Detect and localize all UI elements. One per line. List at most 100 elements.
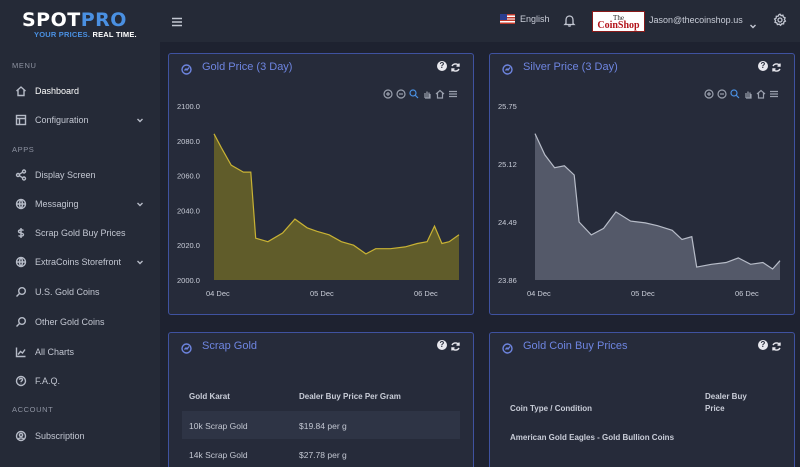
- chevron-down-icon: [135, 115, 145, 125]
- x-tick-label: 04 Dec: [527, 289, 551, 298]
- us-flag-icon: [500, 14, 515, 24]
- shop-logo-name: CoinShop: [597, 19, 640, 31]
- chevron-down-icon: [135, 257, 145, 267]
- coin-col-price: Dealer Buy Price: [705, 392, 747, 413]
- y-tick-label: 25.75: [498, 102, 517, 111]
- user-email[interactable]: Jason@thecoinshop.us: [649, 15, 743, 25]
- refresh-icon[interactable]: [450, 339, 461, 351]
- chart-icon: [15, 346, 27, 358]
- sidebar-item-us-gold-coins[interactable]: U.S. Gold Coins: [0, 280, 160, 304]
- spotpro-mark-icon: [502, 341, 513, 354]
- y-tick-label: 24.49: [498, 218, 517, 227]
- spotpro-mark-icon: [181, 341, 192, 354]
- help-icon: [15, 375, 27, 387]
- sidebar: SPOTPRO YOUR PRICES. REAL TIME. MENU Das…: [0, 0, 160, 467]
- sidebar-item-label: All Charts: [35, 347, 75, 357]
- help-icon[interactable]: ?: [758, 340, 768, 350]
- sidebar-item-label: ExtraCoins Storefront: [35, 257, 122, 267]
- y-tick-label: 2100.0: [177, 102, 200, 111]
- pan-hand-icon[interactable]: [422, 89, 432, 99]
- x-tick-label: 05 Dec: [631, 289, 655, 298]
- brand-name-part1: SPOT: [22, 9, 81, 31]
- sidebar-item-label: Scrap Gold Buy Prices: [35, 228, 126, 238]
- zoom-in-icon[interactable]: [704, 89, 714, 99]
- spotpro-logo[interactable]: SPOTPRO YOUR PRICES. REAL TIME.: [22, 10, 152, 39]
- brand-name-part2: PRO: [80, 9, 127, 31]
- bell-icon[interactable]: [563, 14, 576, 27]
- sidebar-item-all-charts[interactable]: All Charts: [0, 340, 160, 364]
- refresh-icon[interactable]: [771, 339, 782, 351]
- price-line: [213, 133, 460, 255]
- scrap-col-price: Dealer Buy Price Per Gram: [299, 392, 401, 401]
- share-icon: [15, 169, 27, 181]
- silver-price-card: Silver Price (3 Day) ? 23.86 24.49 25.12 25…: [489, 53, 795, 315]
- hamburger-menu-icon[interactable]: [171, 15, 183, 27]
- pan-hand-icon[interactable]: [743, 89, 753, 99]
- sidebar-item-messaging[interactable]: Messaging: [0, 192, 160, 216]
- chart-toolbar: [383, 89, 458, 99]
- chevron-down-icon: [135, 199, 145, 209]
- brand-tagline-part1: YOUR PRICES.: [34, 30, 91, 39]
- table-cell: 10k Scrap Gold: [189, 421, 248, 431]
- help-icon[interactable]: ?: [437, 61, 447, 71]
- sidebar-item-extracoins-storefront[interactable]: ExtraCoins Storefront: [0, 250, 160, 274]
- sidebar-item-label: F.A.Q.: [35, 376, 61, 386]
- sidebar-item-label: U.S. Gold Coins: [35, 287, 100, 297]
- menu-lines-icon[interactable]: [769, 89, 779, 99]
- sidebar-item-subscription[interactable]: Subscription: [0, 424, 160, 448]
- table-row: 10k Scrap Gold $19.84 per g: [182, 411, 460, 439]
- scrap-col-karat: Gold Karat: [189, 392, 230, 401]
- refresh-icon[interactable]: [771, 60, 782, 72]
- reset-home-icon[interactable]: [756, 89, 766, 99]
- coin-row-american-gold-eagles: American Gold Eagles - Gold Bullion Coin…: [510, 433, 675, 442]
- table-cell: 14k Scrap Gold: [189, 450, 248, 460]
- gold-card-title: Gold Price (3 Day): [202, 61, 293, 73]
- zoom-in-icon[interactable]: [383, 89, 393, 99]
- zoom-select-icon[interactable]: [730, 89, 740, 99]
- table-cell: $27.78 per g: [299, 450, 347, 460]
- help-icon[interactable]: ?: [758, 61, 768, 71]
- brand-tagline-part2: REAL TIME.: [92, 30, 137, 39]
- search-icon: [15, 316, 27, 328]
- reset-home-icon[interactable]: [435, 89, 445, 99]
- refresh-icon[interactable]: [450, 60, 461, 72]
- gear-icon[interactable]: [773, 13, 787, 27]
- y-tick-label: 25.12: [498, 160, 517, 169]
- coin-card-title: Gold Coin Buy Prices: [523, 340, 628, 352]
- y-tick-label: 2020.0: [177, 241, 200, 250]
- coin-col-type: Coin Type / Condition: [510, 404, 593, 413]
- menu-lines-icon[interactable]: [448, 89, 458, 99]
- sidebar-item-dashboard[interactable]: Dashboard: [0, 79, 160, 103]
- silver-price-chart[interactable]: 23.86 24.49 25.12 25.75 04 Dec 05 Dec 06 Dec: [490, 54, 796, 316]
- help-icon[interactable]: ?: [437, 340, 447, 350]
- y-tick-label: 2080.0: [177, 137, 200, 146]
- spotpro-mark-icon: [181, 62, 192, 75]
- chart-toolbar: [704, 89, 779, 99]
- sidebar-item-display-screen[interactable]: Display Screen: [0, 163, 160, 187]
- language-selector[interactable]: English: [500, 14, 550, 24]
- user-icon: [15, 430, 27, 442]
- dollar-icon: [15, 227, 27, 239]
- sidebar-item-configuration[interactable]: Configuration: [0, 108, 160, 132]
- sidebar-item-label: Configuration: [35, 115, 89, 125]
- zoom-out-icon[interactable]: [396, 89, 406, 99]
- price-line: [534, 133, 781, 270]
- y-tick-label: 2060.0: [177, 172, 200, 181]
- price-area: [535, 133, 780, 280]
- y-tick-label: 2000.0: [177, 276, 200, 285]
- zoom-select-icon[interactable]: [409, 89, 419, 99]
- home-icon: [15, 85, 27, 97]
- sidebar-item-faq[interactable]: F.A.Q.: [0, 369, 160, 393]
- y-tick-label: 23.86: [498, 276, 517, 285]
- sidebar-item-scrap-gold-buy-prices[interactable]: Scrap Gold Buy Prices: [0, 221, 160, 245]
- spotpro-mark-icon: [502, 62, 513, 75]
- coinshop-logo: The CoinShop: [592, 11, 645, 32]
- chevron-down-icon[interactable]: [749, 17, 757, 29]
- x-tick-label: 06 Dec: [414, 289, 438, 298]
- top-header: English The CoinShop Jason@thecoinshop.u…: [160, 0, 800, 42]
- x-tick-label: 06 Dec: [735, 289, 759, 298]
- gold-price-chart[interactable]: 2000.0 2020.0 2040.0 2060.0 2080.0 2100.0 04 D…: [169, 54, 475, 316]
- language-label: English: [520, 14, 550, 24]
- zoom-out-icon[interactable]: [717, 89, 727, 99]
- sidebar-item-other-gold-coins[interactable]: Other Gold Coins: [0, 310, 160, 334]
